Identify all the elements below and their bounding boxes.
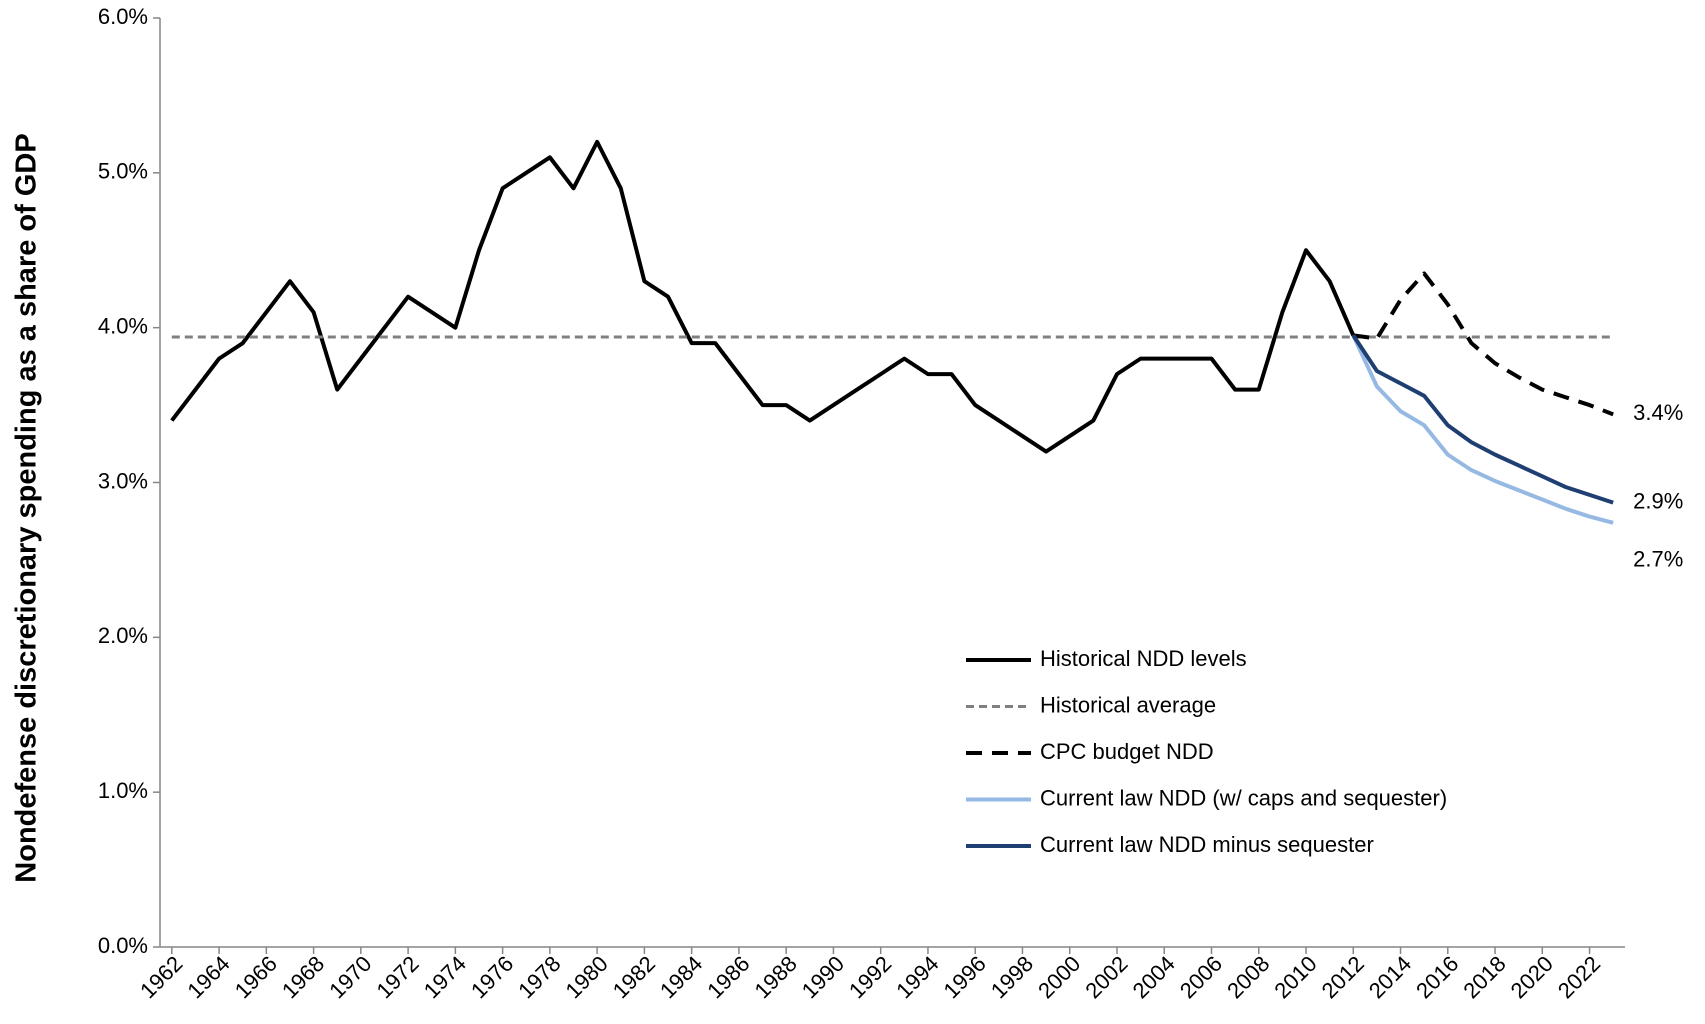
legend-label: CPC budget NDD bbox=[1040, 739, 1214, 764]
x-tick-label: 2010 bbox=[1269, 951, 1321, 1003]
x-tick-label: 1986 bbox=[702, 951, 754, 1003]
x-tick-label: 2022 bbox=[1553, 951, 1605, 1003]
y-axis-label: Nondefense discretionary spending as a s… bbox=[11, 133, 43, 882]
x-tick-label: 2014 bbox=[1364, 951, 1416, 1003]
x-tick-label: 1990 bbox=[797, 951, 849, 1003]
x-tick-label: 1982 bbox=[608, 951, 660, 1003]
x-tick-label: 1984 bbox=[655, 951, 707, 1003]
series-line bbox=[1353, 271, 1614, 417]
y-tick-label: 3.0% bbox=[98, 468, 148, 493]
legend-label: Historical average bbox=[1040, 692, 1216, 717]
y-tick-label: 0.0% bbox=[98, 933, 148, 958]
x-tick-label: 1994 bbox=[891, 951, 943, 1003]
series-line bbox=[170, 139, 1356, 454]
end-label: 2.7% bbox=[1633, 547, 1683, 572]
y-tick-label: 6.0% bbox=[98, 4, 148, 29]
legend-label: Historical NDD levels bbox=[1040, 646, 1247, 671]
x-tick-label: 1992 bbox=[844, 951, 896, 1003]
legend-label: Current law NDD (w/ caps and sequester) bbox=[1040, 785, 1447, 810]
x-tick-label: 1972 bbox=[371, 951, 423, 1003]
y-tick-label: 5.0% bbox=[98, 159, 148, 184]
end-label: 3.4% bbox=[1633, 400, 1683, 425]
x-tick-label: 2008 bbox=[1222, 951, 1274, 1003]
x-tick-label: 2000 bbox=[1033, 951, 1085, 1003]
x-tick-label: 1964 bbox=[182, 951, 234, 1003]
x-tick-label: 2004 bbox=[1128, 951, 1180, 1003]
x-tick-label: 1988 bbox=[750, 951, 802, 1003]
x-tick-label: 2002 bbox=[1080, 951, 1132, 1003]
x-tick-label: 1980 bbox=[560, 951, 612, 1003]
x-tick-label: 2016 bbox=[1411, 951, 1463, 1003]
x-tick-label: 1966 bbox=[230, 951, 282, 1003]
x-tick-label: 1976 bbox=[466, 951, 518, 1003]
x-tick-label: 1998 bbox=[986, 951, 1038, 1003]
x-tick-label: 1962 bbox=[135, 951, 187, 1003]
x-tick-label: 2012 bbox=[1317, 951, 1369, 1003]
x-tick-label: 2006 bbox=[1175, 951, 1227, 1003]
x-tick-label: 1968 bbox=[277, 951, 329, 1003]
y-tick-label: 2.0% bbox=[98, 623, 148, 648]
end-label: 2.9% bbox=[1633, 488, 1683, 513]
y-tick-label: 1.0% bbox=[98, 778, 148, 803]
x-tick-label: 2020 bbox=[1506, 951, 1558, 1003]
x-tick-label: 1978 bbox=[513, 951, 565, 1003]
x-tick-label: 1996 bbox=[939, 951, 991, 1003]
legend-label: Current law NDD minus sequester bbox=[1040, 832, 1374, 857]
x-tick-label: 1970 bbox=[324, 951, 376, 1003]
x-tick-label: 2018 bbox=[1458, 951, 1510, 1003]
series-line bbox=[1351, 334, 1614, 525]
y-tick-label: 4.0% bbox=[98, 313, 148, 338]
x-tick-label: 1974 bbox=[419, 951, 471, 1003]
series-line bbox=[1351, 334, 1614, 505]
